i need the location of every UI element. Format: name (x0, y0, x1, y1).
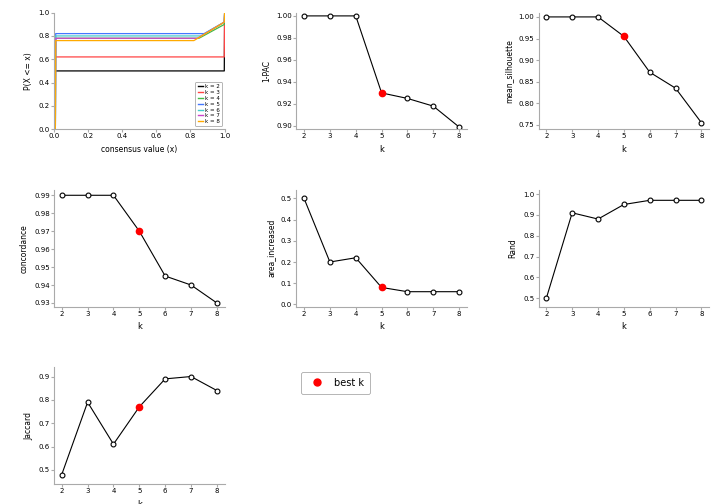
X-axis label: k: k (137, 499, 142, 504)
Y-axis label: area_increased: area_increased (266, 219, 275, 277)
X-axis label: k: k (621, 145, 626, 154)
X-axis label: k: k (379, 322, 384, 331)
X-axis label: k: k (379, 145, 384, 154)
Y-axis label: mean_silhouette: mean_silhouette (504, 39, 513, 103)
X-axis label: k: k (621, 322, 626, 331)
X-axis label: consensus value (x): consensus value (x) (102, 145, 177, 154)
Y-axis label: P(X <= x): P(X <= x) (24, 52, 33, 90)
Y-axis label: concordance: concordance (19, 224, 29, 273)
Y-axis label: 1-PAC: 1-PAC (262, 60, 271, 82)
Legend: k = 2, k = 3, k = 4, k = 5, k = 6, k = 7, k = 8: k = 2, k = 3, k = 4, k = 5, k = 6, k = 7… (195, 82, 222, 127)
Legend: best k: best k (301, 372, 370, 394)
Y-axis label: Rand: Rand (508, 238, 518, 258)
Y-axis label: Jaccard: Jaccard (24, 412, 33, 439)
X-axis label: k: k (137, 322, 142, 331)
